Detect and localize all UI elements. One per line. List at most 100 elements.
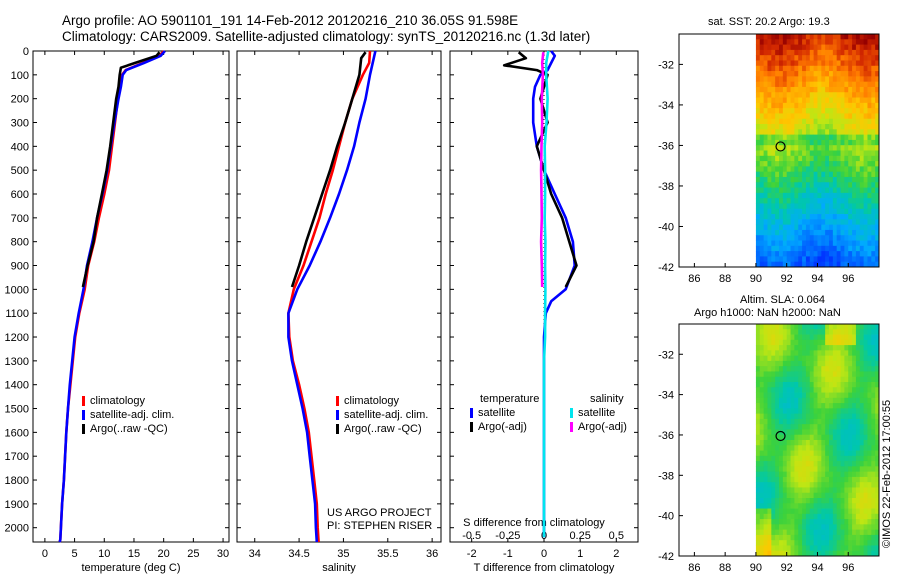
map-cell: [817, 161, 822, 167]
map-cell: [767, 408, 772, 415]
map-cell: [771, 44, 776, 51]
map-cell: [798, 49, 803, 56]
map-cell: [852, 424, 857, 430]
map-cell: [848, 329, 853, 335]
map-cell: [852, 418, 857, 425]
map-cell: [859, 345, 865, 351]
map-cell: [767, 440, 772, 446]
map-cell: [867, 519, 872, 525]
map-cell: [863, 440, 868, 446]
map-cell: [809, 92, 815, 98]
map-cell: [844, 534, 849, 541]
map-cell: [779, 324, 784, 330]
map-cell: [759, 382, 765, 388]
map-cell: [863, 208, 868, 215]
map-cell: [848, 487, 853, 494]
map-cell: [817, 219, 822, 226]
map-cell: [775, 366, 780, 372]
map-cell: [763, 49, 768, 56]
map-cell: [848, 192, 853, 199]
map-cell: [809, 224, 815, 231]
map-cell: [825, 445, 830, 451]
map-cell: [875, 214, 880, 220]
map-cell: [867, 97, 872, 104]
map-cell: [802, 55, 807, 61]
map-cell: [855, 450, 861, 457]
map-cell: [863, 102, 868, 109]
map-cell: [790, 450, 795, 457]
map-cell: [817, 524, 822, 531]
map-cell: [825, 461, 830, 467]
map-cell: [771, 466, 776, 473]
map-cell: [821, 355, 826, 362]
map-cell: [844, 171, 849, 178]
map-cell: [813, 382, 818, 388]
map-cell: [875, 429, 880, 436]
map-cell: [782, 102, 788, 109]
map-cell: [771, 261, 776, 268]
map-cell: [836, 424, 841, 430]
map-cell: [859, 145, 865, 151]
map-cell: [809, 324, 815, 330]
map-cell: [767, 71, 772, 77]
map-cell: [763, 540, 768, 546]
map-cell: [786, 192, 791, 199]
map-cell: [759, 176, 765, 183]
map-cell: [805, 387, 811, 393]
map-cell: [786, 245, 791, 252]
map-cell: [809, 429, 815, 436]
map-cell: [794, 192, 799, 199]
map-cell: [832, 450, 838, 457]
map-cell: [821, 134, 826, 141]
difference-legend: temperature salinity satellite satellite A…: [470, 392, 650, 434]
map-cell: [813, 134, 818, 141]
map-cell: [829, 224, 834, 231]
map-cell: [755, 219, 761, 226]
map-cell: [775, 108, 780, 114]
map-cell: [813, 492, 818, 499]
map-cell: [771, 513, 776, 520]
legend-climatology: climatology: [344, 395, 400, 407]
map-cell: [775, 235, 780, 241]
map-cell: [875, 86, 880, 93]
map-cell: [852, 529, 857, 536]
map-cell: [786, 108, 791, 114]
map-cell: [852, 450, 857, 457]
map-cell: [871, 134, 876, 141]
map-cell: [859, 440, 865, 446]
map-cell: [767, 55, 772, 61]
map-cell: [875, 155, 880, 162]
map-cell: [844, 508, 849, 515]
map-cell: [798, 187, 803, 194]
map-cell: [798, 171, 803, 178]
map-cell: [855, 366, 861, 372]
map-cell: [821, 418, 826, 425]
map-cell: [829, 81, 834, 88]
map-cell: [832, 251, 838, 257]
map-cell: [844, 366, 849, 372]
map-cell: [759, 482, 765, 488]
map-cell: [786, 324, 791, 330]
map-cell: [825, 81, 830, 88]
map-cell: [836, 450, 841, 457]
map-cell: [755, 44, 761, 51]
map-cell: [867, 492, 872, 499]
map-cell: [875, 371, 880, 378]
map-cell: [852, 60, 857, 67]
map-cell: [790, 366, 795, 372]
map-cell: [771, 124, 776, 130]
map-cell: [852, 387, 857, 393]
map-cell: [859, 86, 865, 93]
map-cell: [794, 397, 799, 404]
map-cell: [809, 219, 815, 226]
map-cell: [775, 540, 780, 546]
map-cell: [832, 397, 838, 404]
map-cell: [809, 261, 815, 268]
map-cell: [867, 455, 872, 462]
map-cell: [790, 371, 795, 378]
map-cell: [798, 455, 803, 462]
map-cell: [821, 519, 826, 525]
map-cell: [840, 256, 845, 263]
map-cell: [813, 203, 818, 210]
